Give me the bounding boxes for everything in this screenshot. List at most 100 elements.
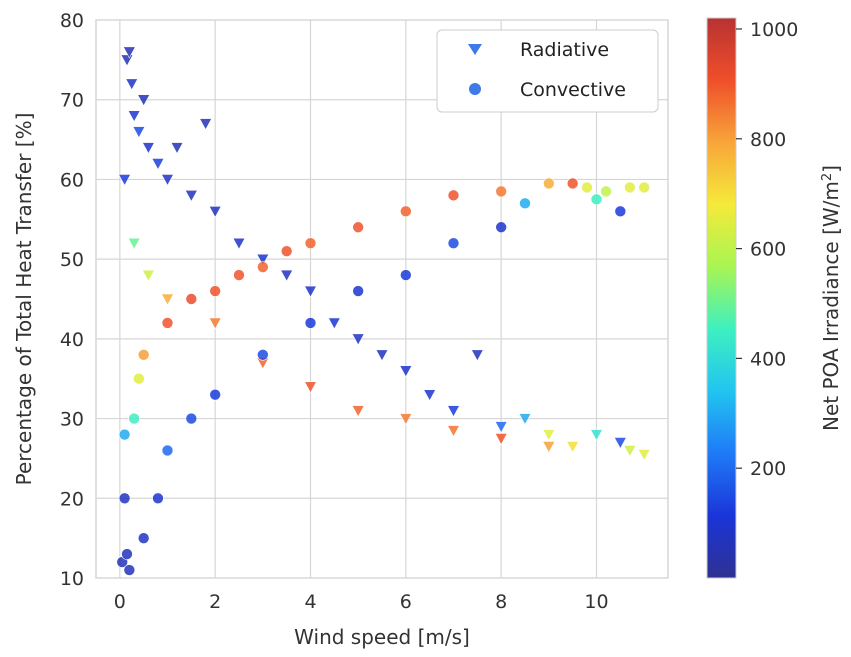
radiative-point	[120, 54, 134, 67]
convective-point	[352, 285, 364, 297]
radiative-point	[542, 429, 556, 442]
convective-point	[519, 197, 531, 210]
colorbar-label-superscript: 2	[820, 173, 835, 181]
radiative-point	[141, 142, 155, 155]
colorbar-label: Net POA Irradiance [W/m2]	[819, 165, 843, 431]
radiative-point	[125, 78, 139, 91]
x-tick-label: 8	[495, 591, 507, 613]
convective-point	[209, 285, 221, 297]
radiative-point	[446, 425, 461, 438]
radiative-point	[494, 421, 508, 434]
radiative-point	[351, 333, 365, 346]
radiative-point	[494, 433, 508, 446]
colorbar-tick-label: 200	[750, 458, 786, 480]
legend-circle-marker	[469, 83, 481, 95]
x-tick-label: 10	[584, 591, 608, 613]
radiative-point	[423, 389, 437, 402]
radiative-point	[137, 94, 151, 107]
x-tick-label: 0	[114, 591, 126, 613]
legend: Radiative Convective	[436, 29, 659, 113]
radiative-point	[122, 46, 136, 59]
radiative-point	[184, 190, 198, 202]
radiative-point	[446, 405, 461, 418]
radiative-point	[132, 126, 146, 139]
legend-triangle-marker	[468, 44, 482, 55]
convective-point	[600, 185, 612, 198]
radiative-point	[160, 174, 175, 187]
convective-point	[152, 492, 164, 505]
y-tick-label: 80	[60, 10, 84, 32]
convective-point	[185, 412, 198, 425]
y-tick-label: 60	[60, 169, 84, 191]
radiative-point	[351, 405, 365, 418]
radiative-point	[542, 441, 556, 454]
x-tick-label: 6	[400, 591, 412, 613]
radiative-point	[208, 317, 222, 330]
convective-point	[447, 189, 460, 202]
colorbar-tick-label: 800	[750, 129, 786, 151]
convective-point	[280, 245, 293, 257]
legend-label-radiative: Radiative	[520, 39, 609, 61]
radiative-point	[470, 349, 484, 362]
x-axis-ticks: 0 2 4 6 8 10	[114, 591, 609, 613]
convective-point	[543, 177, 555, 190]
convective-point	[590, 193, 603, 206]
convective-point	[123, 564, 136, 576]
radiative-point	[623, 445, 637, 458]
convective-point	[400, 269, 412, 281]
convective-point	[133, 372, 145, 385]
radiative-point	[637, 449, 651, 462]
radiative-point	[141, 269, 155, 282]
convective-point	[209, 388, 221, 401]
legend-box	[436, 29, 659, 113]
y-axis-label: Percentage of Total Heat Transfer [%]	[12, 113, 36, 486]
radiative-point	[118, 174, 132, 187]
convective-point	[581, 181, 593, 194]
radiative-point	[170, 142, 184, 155]
colorbar-tick-label: 600	[750, 239, 786, 261]
radiative-point	[399, 365, 413, 378]
convective-point	[185, 293, 198, 305]
colorbar-tick-label: 1000	[750, 19, 798, 41]
convective-point	[566, 177, 579, 190]
convective-point	[495, 221, 507, 234]
convective-point	[161, 444, 174, 457]
radiative-point	[151, 158, 165, 171]
convective-point	[352, 221, 364, 234]
convective-point	[137, 532, 150, 544]
y-tick-label: 70	[60, 90, 84, 112]
convective-point	[400, 205, 412, 218]
y-tick-label: 10	[60, 568, 84, 590]
radiative-point	[256, 253, 270, 266]
convective-point	[257, 348, 269, 361]
radiative-point	[127, 237, 141, 250]
colorbar-tick-label: 400	[750, 348, 786, 370]
colorbar-strip	[706, 17, 737, 579]
convective-point	[495, 185, 507, 198]
radiative-point	[160, 293, 175, 306]
radiative-point	[327, 317, 341, 330]
y-axis-ticks: 10 20 30 40 50 60 70 80	[60, 10, 84, 590]
radiative-point	[375, 349, 389, 362]
radiative-point	[399, 413, 413, 426]
radiative-point	[127, 110, 141, 123]
radiative-point	[566, 441, 580, 454]
data-points	[116, 46, 651, 576]
colorbar-ticks: 200 400 600 800 1000	[736, 19, 798, 480]
radiative-point	[613, 437, 627, 450]
radiative-point	[518, 413, 532, 426]
y-tick-label: 20	[60, 488, 84, 510]
radiative-point	[199, 118, 213, 131]
convective-point	[624, 181, 636, 194]
convective-point	[118, 492, 131, 505]
radiative-point	[303, 285, 318, 298]
convective-point	[128, 412, 140, 425]
convective-point	[137, 348, 150, 361]
colorbar-label-end: ]	[819, 165, 843, 173]
y-tick-label: 40	[60, 329, 84, 351]
convective-point	[118, 428, 131, 441]
convective-point	[614, 205, 627, 218]
convective-point	[638, 181, 650, 194]
convective-point	[447, 237, 460, 249]
radiative-point	[280, 269, 294, 282]
